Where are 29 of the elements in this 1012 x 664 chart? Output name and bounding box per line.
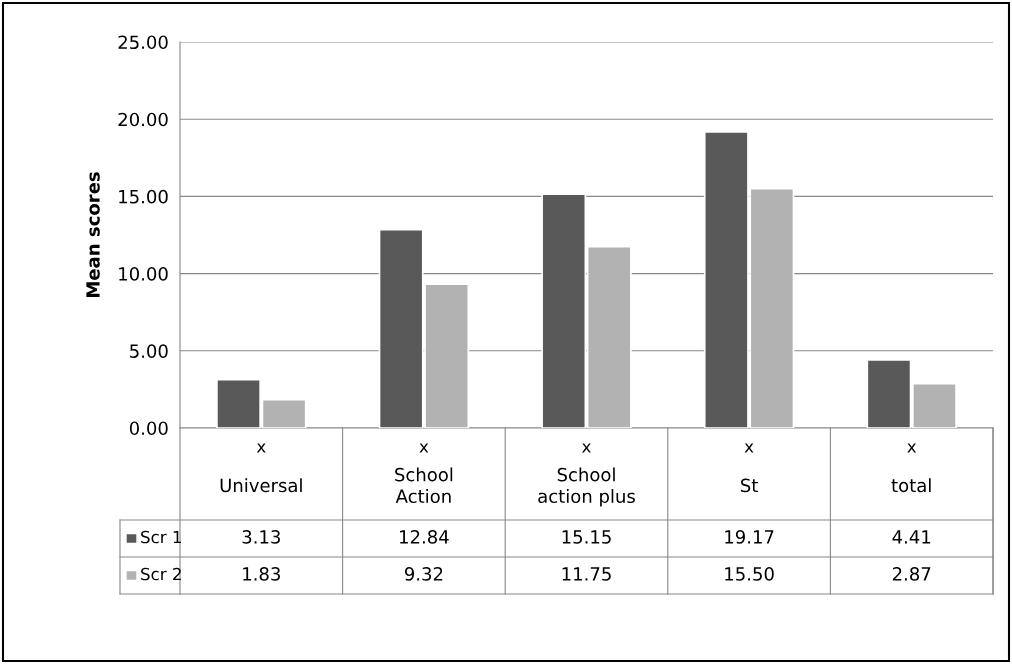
legend-label: Scr 1 [141,530,181,544]
y-tick-label: 25.00 [118,35,168,50]
text: x [256,443,266,453]
y-axis-title: Mean scores [86,172,100,297]
x-tick-label: School action plus [538,467,635,507]
legend-label: Scr 2 [141,567,181,581]
y-tick-label: 5.00 [130,344,168,358]
y-tick-label: 10.00 [119,267,168,281]
data-label: 15.15 [562,530,611,544]
text: x [744,443,754,453]
x-tick-label: St [741,478,758,493]
y-tick-label: 0.00 [129,421,168,436]
data-label: 15.50 [725,567,774,581]
data-label: 9.32 [404,567,443,581]
x-tick-label: Universal [220,478,302,493]
data-label: 1.83 [243,567,280,581]
text: x [419,443,429,453]
data-label: 3.13 [242,530,280,544]
x-tick-label: total [891,478,931,493]
text: x [582,443,591,453]
text: x [907,443,917,453]
x-tick-label: School Action [395,467,453,504]
y-tick-label: 15.00 [119,189,168,204]
data-label: 4.41 [892,530,931,544]
data-label: 19.17 [725,530,774,544]
data-label: 11.75 [562,567,611,581]
data-label: 12.84 [400,530,449,544]
data-label: 2.87 [892,567,931,581]
y-tick-label: 20.00 [118,112,168,127]
